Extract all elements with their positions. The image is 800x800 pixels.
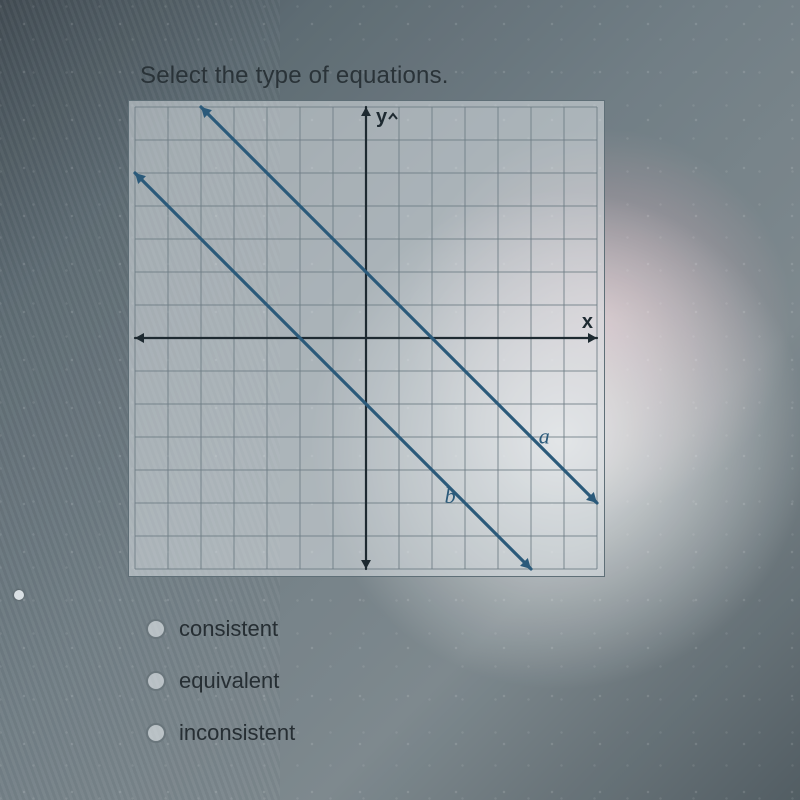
- option-label: consistent: [179, 616, 278, 642]
- radio-icon[interactable]: [146, 671, 166, 691]
- glare-dot: [14, 590, 24, 600]
- radio-icon[interactable]: [146, 723, 166, 743]
- answer-options: consistent equivalent inconsistent: [146, 600, 295, 772]
- graph-svg: y x a b: [129, 101, 604, 576]
- svg-text:x: x: [582, 311, 593, 333]
- option-inconsistent[interactable]: inconsistent: [146, 720, 295, 746]
- coordinate-graph: y x a b: [128, 100, 605, 577]
- option-equivalent[interactable]: equivalent: [146, 668, 295, 694]
- svg-text:b: b: [445, 483, 456, 508]
- option-label: equivalent: [179, 668, 279, 694]
- option-consistent[interactable]: consistent: [146, 616, 295, 642]
- svg-text:a: a: [539, 424, 550, 449]
- radio-icon[interactable]: [146, 619, 166, 639]
- option-label: inconsistent: [179, 720, 295, 746]
- question-prompt: Select the type of equations.: [140, 62, 449, 90]
- svg-text:y: y: [376, 106, 388, 128]
